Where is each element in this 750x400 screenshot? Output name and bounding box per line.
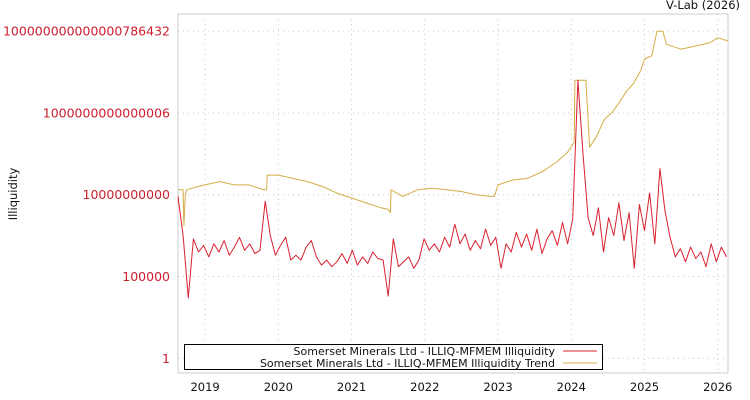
y-tick-label: 1	[162, 351, 170, 366]
illiquidity-series-line	[177, 79, 727, 299]
x-tick-label: 2022	[410, 380, 439, 394]
x-tick-label: 2026	[703, 380, 732, 394]
x-tick-label: 2021	[337, 380, 366, 394]
x-tick-label: 2024	[557, 380, 586, 394]
legend-label-trend: Somerset Minerals Ltd - ILLIQ-MFMEM Illi…	[260, 357, 555, 370]
x-tick-labels: 2019 2020 2021 2022 2023 2024 2025 2026	[190, 380, 732, 394]
vlab-credit: V-Lab (2026)	[666, 0, 740, 12]
y-tick-label: 10000000000	[83, 187, 171, 202]
y-axis-label: Illiquidity	[6, 168, 20, 221]
y-tick-label: 1000000000000006	[43, 105, 170, 120]
series-lines	[177, 30, 729, 299]
x-tick-label: 2020	[264, 380, 293, 394]
x-tick-label: 2023	[483, 380, 512, 394]
x-tick-label: 2025	[630, 380, 659, 394]
y-tick-labels: 1 100000 10000000000 1000000000000006 100000…	[3, 24, 170, 366]
y-tick-label: 100000000000000786432	[3, 24, 170, 39]
legend-label-illiquidity: Somerset Minerals Ltd - ILLIQ-MFMEM Illi…	[294, 345, 556, 358]
plot-area	[177, 13, 729, 374]
legend-box	[184, 344, 603, 370]
y-tick-label: 100000	[122, 269, 170, 284]
x-tick-label: 2019	[190, 380, 219, 394]
illiquidity-trend-series-line	[178, 30, 729, 227]
legend: Somerset Minerals Ltd - ILLIQ-MFMEM Illi…	[184, 344, 603, 370]
